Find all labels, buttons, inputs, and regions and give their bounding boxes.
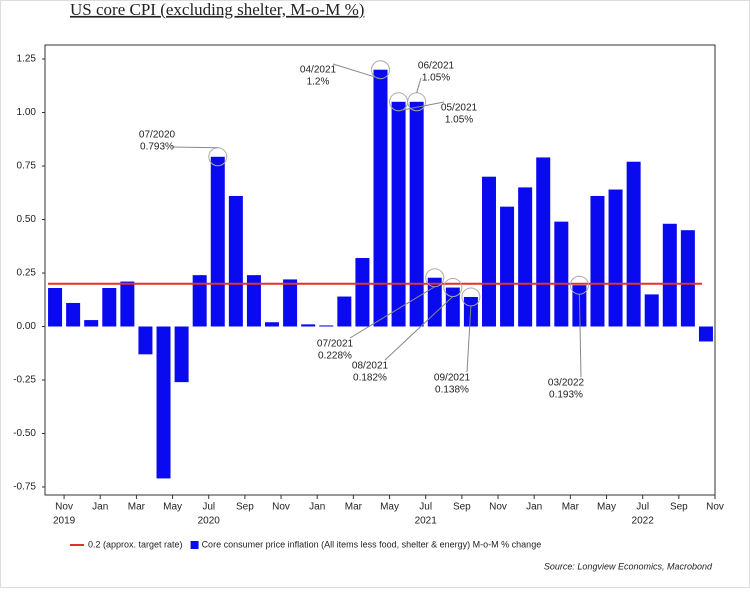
bar [536, 157, 551, 327]
bar [301, 324, 316, 327]
y-tick-label: 0.00 [17, 321, 37, 332]
x-tick-label: May [163, 502, 182, 513]
annotation-date: 08/2021 [352, 361, 389, 372]
data-label: 0.793% [140, 142, 174, 153]
bar [84, 320, 99, 327]
x-year-label: 2022 [632, 516, 655, 527]
x-tick-label: Jan [309, 502, 325, 513]
bar [337, 296, 352, 327]
x-year-label: 2019 [53, 516, 76, 527]
bar [590, 195, 605, 327]
leader-line [398, 101, 445, 112]
x-tick-label: Nov [489, 502, 507, 513]
y-tick-label: 1.25 [17, 54, 37, 65]
bar [66, 302, 81, 327]
bar [120, 281, 135, 327]
bar [427, 277, 442, 327]
annotation-date: 07/2021 [317, 339, 354, 350]
annotation-date: 09/2021 [434, 373, 471, 384]
bar [644, 294, 659, 327]
y-tick-label: 1.00 [17, 107, 37, 118]
x-tick-label: Nov [272, 502, 290, 513]
bar [481, 176, 496, 327]
data-label: 1.05% [445, 115, 473, 126]
y-tick-label: 0.50 [17, 214, 37, 225]
x-tick-label: Jan [92, 502, 108, 513]
x-tick-label: Jul [636, 502, 649, 513]
y-tick-label: -0.50 [13, 428, 36, 439]
bar [391, 101, 406, 327]
data-label: 0.182% [353, 373, 387, 384]
bar [554, 221, 569, 327]
bar [283, 279, 298, 327]
x-tick-label: May [380, 502, 399, 513]
leader-line [384, 296, 454, 361]
annotation-date: 07/2020 [139, 130, 176, 141]
bar [518, 187, 533, 327]
leader-line [171, 146, 218, 149]
data-label: 0.193% [549, 390, 583, 401]
plot-frame [44, 44, 716, 496]
bar [662, 223, 677, 327]
x-tick-label: Sep [453, 502, 471, 513]
leader-line [349, 286, 436, 339]
data-label: 1.05% [422, 73, 450, 84]
bar [192, 275, 207, 327]
data-label: 0.138% [435, 385, 469, 396]
bar [409, 101, 424, 327]
x-year-label: 2020 [198, 516, 221, 527]
annotation-date: 04/2021 [300, 65, 337, 76]
leader-line [332, 63, 381, 80]
annotation-date: 06/2021 [418, 61, 455, 72]
x-tick-label: Jul [202, 502, 215, 513]
legend-label: 0.2 (approx. target rate) [88, 539, 183, 549]
chart-title: US core CPI (excluding shelter, M-o-M %) [70, 0, 364, 19]
bar [210, 156, 225, 327]
bar [500, 206, 515, 327]
bar [265, 322, 280, 327]
x-tick-label: Mar [128, 502, 146, 513]
bar [626, 161, 641, 327]
y-tick-label: -0.75 [13, 482, 36, 493]
bar [373, 69, 388, 327]
bar [698, 326, 713, 342]
x-tick-label: Jan [526, 502, 542, 513]
bar [319, 325, 334, 327]
source: Source: Longview Economics, Macrobond [544, 561, 713, 571]
x-tick-label: Mar [562, 502, 580, 513]
legend-label: Core consumer price inflation (All items… [202, 539, 542, 549]
x-tick-label: Jul [419, 502, 432, 513]
x-tick-label: May [597, 502, 616, 513]
bar [48, 287, 63, 327]
x-year-label: 2021 [415, 516, 438, 527]
bar [246, 275, 261, 327]
leader-line [416, 77, 422, 93]
bar [680, 230, 695, 327]
bar [355, 258, 370, 327]
leader-line [466, 305, 472, 373]
x-tick-label: Nov [706, 502, 724, 513]
leader-line [578, 294, 582, 378]
x-tick-label: Sep [670, 502, 688, 513]
data-label: 1.2% [307, 77, 330, 88]
legend-swatch [190, 541, 199, 549]
bar [102, 287, 117, 327]
x-tick-label: Mar [345, 502, 363, 513]
annotation-date: 03/2022 [548, 378, 585, 389]
bar [608, 189, 623, 327]
bar [174, 326, 189, 383]
data-label: 0.228% [318, 351, 352, 362]
bar [228, 195, 243, 327]
x-tick-label: Nov [55, 502, 73, 513]
x-tick-label: Sep [236, 502, 254, 513]
y-tick-label: 0.75 [17, 161, 37, 172]
bar [156, 326, 171, 479]
bar [445, 287, 460, 327]
annotation-date: 05/2021 [441, 103, 478, 114]
y-tick-label: 0.25 [17, 268, 37, 279]
y-tick-label: -0.25 [13, 375, 36, 386]
bar [138, 326, 153, 355]
